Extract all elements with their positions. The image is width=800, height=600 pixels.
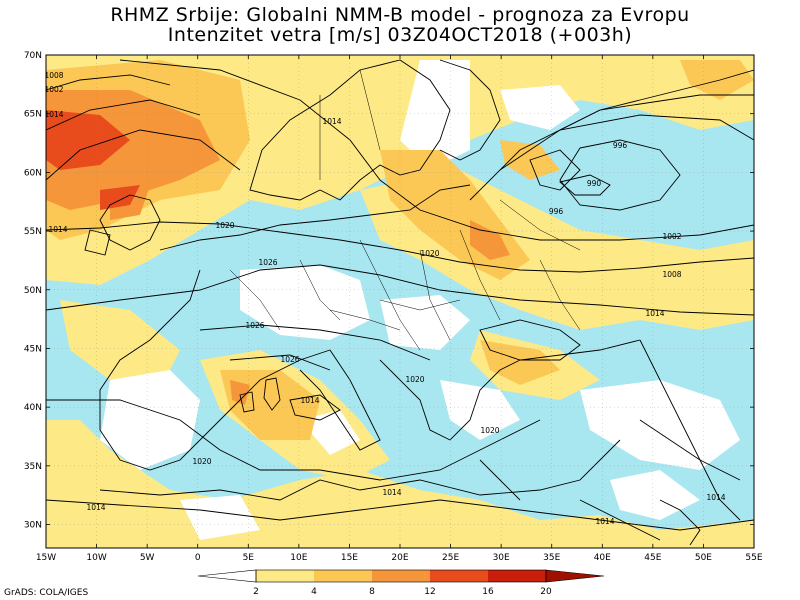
colorbar-tick-label: 2 xyxy=(253,587,259,597)
wind-band-16-20 xyxy=(46,110,140,210)
isobar-labels: 1014 1008 1002 1020 1014 1020 1026 1026 … xyxy=(44,71,726,526)
title-line-1: RHMZ Srbije: Globalni NMM-B model - prog… xyxy=(110,4,690,26)
colorbar: 2 4 8 12 16 20 xyxy=(197,569,605,597)
colorbar-tick-label: 20 xyxy=(540,587,552,597)
country-borders xyxy=(229,69,581,351)
colorbar-segment xyxy=(314,570,372,582)
isobar-label: 1026 xyxy=(258,258,277,267)
isobar-label: 1008 xyxy=(44,71,63,80)
longitude-tick-label: 55E xyxy=(745,553,762,563)
longitude-tick-label: 45E xyxy=(644,553,661,563)
isobar-label: 1014 xyxy=(645,309,664,318)
longitude-tick-label: 10E xyxy=(290,553,307,563)
isobar-label: 1026 xyxy=(245,321,264,330)
longitude-labels: 15W 10W 5W 0 5E 10E 15E 20E 25E 30E 35E 40E 45E 50E 55… xyxy=(36,553,763,563)
isobar-label: 1014 xyxy=(44,110,63,119)
isobar-label: 1008 xyxy=(662,270,681,279)
colorbar-tick-label: 8 xyxy=(369,587,375,597)
longitude-tick-label: 40E xyxy=(594,553,611,563)
latitude-tick-label: 65N xyxy=(24,110,42,120)
isobar-label: 1020 xyxy=(405,375,424,384)
isobar-label: 1020 xyxy=(192,457,211,466)
latitude-tick-label: 35N xyxy=(24,462,42,472)
isobar-label: 1002 xyxy=(662,232,681,241)
colorbar-segment xyxy=(372,570,430,582)
latitude-tick-label: 50N xyxy=(24,286,42,296)
longitude-tick-label: 50E xyxy=(695,553,712,563)
isobar-label: 996 xyxy=(549,207,564,216)
longitude-tick-label: 30E xyxy=(493,553,510,563)
colorbar-tick-label: 16 xyxy=(482,587,494,597)
longitude-tick-label: 5W xyxy=(140,553,155,563)
latitude-tick-label: 40N xyxy=(24,403,42,413)
isobar-label: 1014 xyxy=(86,503,105,512)
isobar-label: 1026 xyxy=(280,355,299,364)
isobar-label: 1014 xyxy=(595,517,614,526)
isobar-label: 996 xyxy=(613,141,628,150)
longitude-tick-label: 0 xyxy=(195,553,201,563)
isobar-label: 1020 xyxy=(215,221,234,230)
isobar-label: 1014 xyxy=(322,117,341,126)
longitude-tick-label: 15W xyxy=(36,553,56,563)
isobar-label: 1002 xyxy=(44,85,63,94)
latitude-tick-label: 30N xyxy=(24,521,42,531)
isobar-label: 1020 xyxy=(420,249,439,258)
longitude-tick-label: 10W xyxy=(86,553,106,563)
isobar-label: 990 xyxy=(587,179,602,188)
longitude-tick-label: 15E xyxy=(341,553,358,563)
title-line-2: Intenzitet vetra [m/s] 03Z04OCT2018 (+00… xyxy=(167,24,633,46)
isobar-label: 1014 xyxy=(300,396,319,405)
longitude-tick-label: 5E xyxy=(243,553,255,563)
isobar-label: 1014 xyxy=(382,488,401,497)
latitude-tick-label: 60N xyxy=(24,168,42,178)
map-plot-area: 1014 1008 1002 1020 1014 1020 1026 1026 … xyxy=(44,55,754,548)
latitude-labels: 70N 65N 60N 55N 50N 45N 40N 35N 30N xyxy=(24,51,42,531)
latitude-tick-label: 55N xyxy=(24,227,42,237)
isobar-label: 1020 xyxy=(480,426,499,435)
colorbar-segment xyxy=(256,570,314,582)
isobar-label: 1014 xyxy=(706,493,725,502)
colorbar-tick-label: 12 xyxy=(424,587,435,597)
longitude-tick-label: 35E xyxy=(543,553,560,563)
colorbar-segment xyxy=(198,570,256,582)
colorbar-tick-label: 4 xyxy=(311,587,317,597)
isobars xyxy=(46,59,754,541)
colorbar-segment xyxy=(488,570,546,582)
axis-ticks xyxy=(45,54,755,548)
longitude-tick-label: 20E xyxy=(391,553,408,563)
grads-credit: GrADS: COLA/IGES xyxy=(4,588,89,598)
colorbar-segment xyxy=(546,570,604,582)
wind-band-0-2 xyxy=(100,60,740,540)
isobar-label: 1014 xyxy=(48,225,67,234)
latitude-tick-label: 45N xyxy=(24,344,42,354)
latitude-tick-label: 70N xyxy=(24,51,42,61)
colorbar-segment xyxy=(430,570,488,582)
longitude-tick-label: 25E xyxy=(442,553,459,563)
